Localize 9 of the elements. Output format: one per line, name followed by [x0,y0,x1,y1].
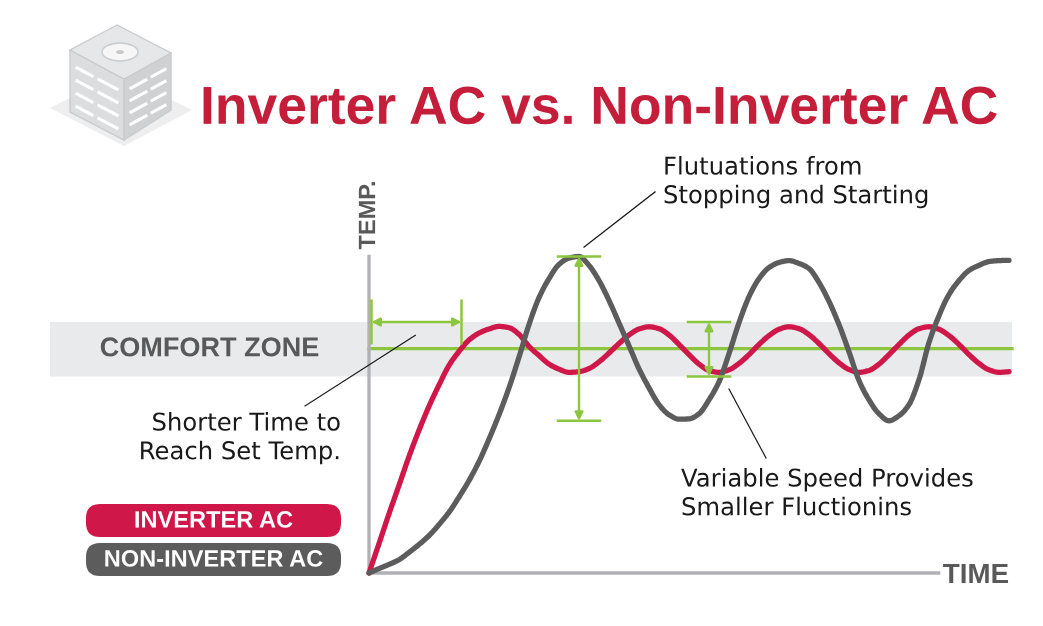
x-axis-title: TIME [943,563,1009,584]
y-axis-title: TEMP. [358,182,376,250]
annotation: Variable Speed Provides Smaller Fluctionins [681,468,973,516]
text: Flutuations from Stopping and Starting [664,156,928,209]
band-label: COMFORT ZONE [100,337,319,357]
chart-title: Inverter AC vs. Non-Inverter AC [203,86,997,125]
text: Shorter Time to Reach Set Temp. [141,412,340,465]
text: INVERTER AC [135,511,293,528]
series-label: NON-INVERTER AC [105,550,323,567]
